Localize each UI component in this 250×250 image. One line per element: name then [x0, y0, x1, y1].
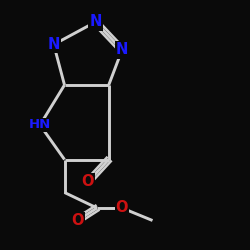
Text: O: O [71, 213, 84, 228]
Text: HN: HN [29, 118, 51, 132]
Text: O: O [82, 174, 94, 190]
Text: N: N [48, 37, 60, 52]
Text: O: O [116, 200, 128, 216]
Text: N: N [116, 42, 128, 58]
Text: N: N [89, 14, 102, 30]
